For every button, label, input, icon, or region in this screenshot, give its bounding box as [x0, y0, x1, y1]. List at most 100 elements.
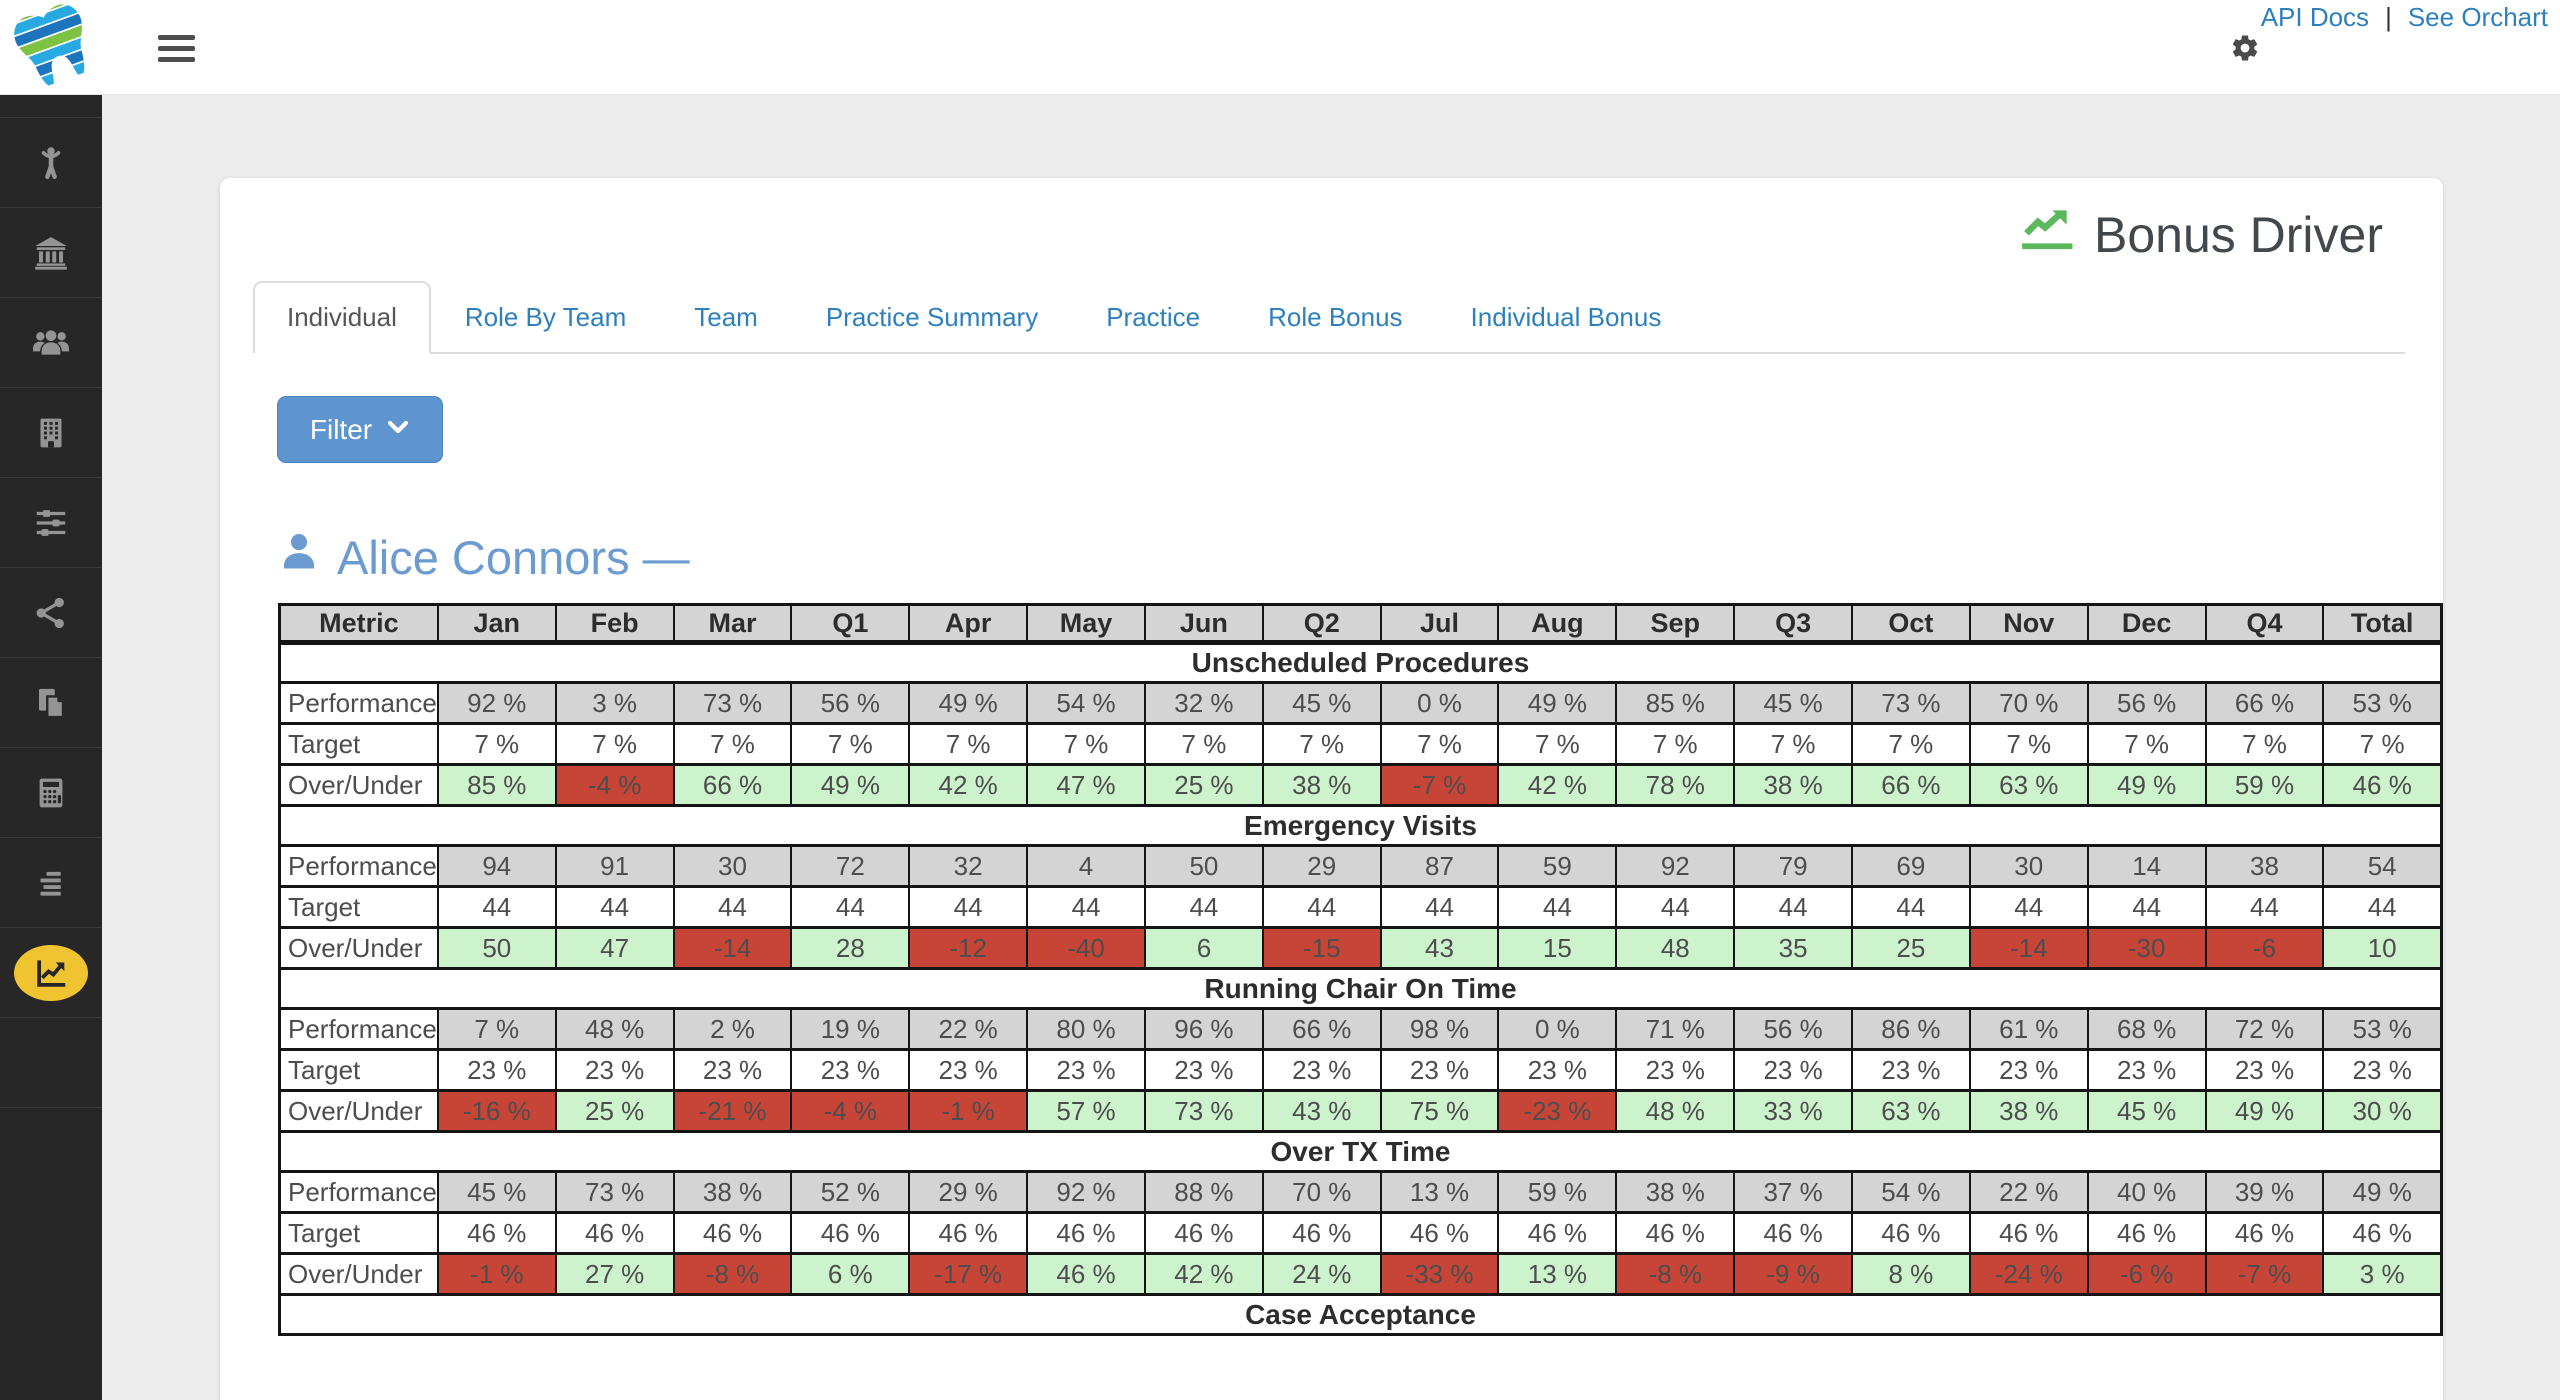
sidebar-item-chart-line[interactable] — [0, 927, 102, 1017]
table-cell: 78 % — [1616, 765, 1734, 806]
table-cell: 59 — [1498, 846, 1616, 887]
table-cell: 73 % — [556, 1172, 674, 1213]
table-cell: 94 — [438, 846, 556, 887]
table-cell: 15 — [1498, 928, 1616, 969]
table-cell: 48 % — [1616, 1091, 1734, 1132]
table-cell: 23 % — [674, 1050, 792, 1091]
section-title: Over TX Time — [280, 1132, 2442, 1172]
table-cell: 44 — [1145, 887, 1263, 928]
tab-individual-bonus[interactable]: Individual Bonus — [1437, 281, 1696, 354]
section-header-row: Emergency Visits — [280, 806, 2442, 846]
column-header: Q2 — [1263, 605, 1381, 643]
table-cell: 44 — [909, 887, 1027, 928]
table-cell: 46 % — [1616, 1213, 1734, 1254]
table-cell: -7 % — [1381, 765, 1499, 806]
table-cell: 46 % — [1852, 1213, 1970, 1254]
table-cell: 46 % — [909, 1213, 1027, 1254]
tab-role-by-team[interactable]: Role By Team — [431, 281, 660, 354]
bank-icon — [14, 225, 88, 281]
tooth-logo-icon[interactable] — [12, 4, 96, 93]
row-label: Over/Under — [280, 928, 438, 969]
tab-team[interactable]: Team — [660, 281, 792, 354]
tab-role-bonus[interactable]: Role Bonus — [1234, 281, 1436, 354]
section-header-row: Unscheduled Procedures — [280, 643, 2442, 683]
table-cell: 30 % — [2323, 1091, 2441, 1132]
table-cell: -15 — [1263, 928, 1381, 969]
table-cell: 2 % — [674, 1009, 792, 1050]
see-orchart-link[interactable]: See Orchart — [2408, 2, 2548, 33]
table-cell: 70 % — [1263, 1172, 1381, 1213]
table-cell: 61 % — [1970, 1009, 2088, 1050]
table-cell: 98 % — [1381, 1009, 1499, 1050]
performance-row: Performance7 %48 %2 %19 %22 %80 %96 %66 … — [280, 1009, 2442, 1050]
table-cell: 23 % — [2088, 1050, 2206, 1091]
table-cell: 35 — [1734, 928, 1852, 969]
column-header: Q1 — [791, 605, 909, 643]
person-heading: Alice Connors — — [277, 530, 690, 585]
tab-practice[interactable]: Practice — [1072, 281, 1234, 354]
table-cell: 86 % — [1852, 1009, 1970, 1050]
section-header-row: Case Acceptance — [280, 1295, 2442, 1335]
table-cell: 7 % — [438, 724, 556, 765]
table-cell: 7 % — [674, 724, 792, 765]
sidebar-item-calculator[interactable] — [0, 747, 102, 837]
chart-line-icon — [14, 945, 88, 1001]
bonus-driver-panel: Bonus Driver IndividualRole By TeamTeamP… — [220, 178, 2443, 1400]
table-cell: 69 — [1852, 846, 1970, 887]
column-header: Jun — [1145, 605, 1263, 643]
tab-practice-summary[interactable]: Practice Summary — [792, 281, 1072, 354]
table-cell: -12 — [909, 928, 1027, 969]
table-cell: 46 % — [1263, 1213, 1381, 1254]
table-cell: 22 % — [1970, 1172, 2088, 1213]
table-cell: 87 — [1381, 846, 1499, 887]
share-icon — [14, 585, 88, 641]
table-cell: -24 % — [1970, 1254, 2088, 1295]
table-cell: 23 % — [791, 1050, 909, 1091]
table-cell: 46 % — [1498, 1213, 1616, 1254]
table-cell: 19 % — [791, 1009, 909, 1050]
table-cell: 70 % — [1970, 683, 2088, 724]
column-header: Jan — [438, 605, 556, 643]
panel-title: Bonus Driver — [2022, 206, 2383, 264]
sidebar — [0, 95, 102, 1400]
table-cell: 66 % — [2206, 683, 2324, 724]
performance-row: Performance92 %3 %73 %56 %49 %54 %32 %45… — [280, 683, 2442, 724]
table-cell: 73 % — [674, 683, 792, 724]
table-cell: 33 % — [1734, 1091, 1852, 1132]
hamburger-menu-icon[interactable] — [158, 35, 196, 68]
sidebar-item-copy[interactable] — [0, 657, 102, 747]
sidebar-item-users[interactable] — [0, 297, 102, 387]
table-cell: 57 % — [1027, 1091, 1145, 1132]
table-cell: 49 % — [2323, 1172, 2441, 1213]
column-header: Sep — [1616, 605, 1734, 643]
gear-icon[interactable] — [2230, 33, 2260, 63]
column-header: Metric — [280, 605, 438, 643]
api-docs-link[interactable]: API Docs — [2261, 2, 2369, 33]
table-cell: 6 — [1145, 928, 1263, 969]
table-cell: 10 — [2323, 928, 2441, 969]
filter-button[interactable]: Filter — [277, 396, 443, 463]
column-header: Total — [2323, 605, 2441, 643]
table-cell: 44 — [2206, 887, 2324, 928]
table-cell: 46 % — [1734, 1213, 1852, 1254]
table-cell: 27 % — [556, 1254, 674, 1295]
table-cell: 46 % — [1970, 1213, 2088, 1254]
table-cell: 46 % — [1027, 1254, 1145, 1295]
table-cell: 44 — [1381, 887, 1499, 928]
sidebar-item-building[interactable] — [0, 387, 102, 477]
table-cell: 85 % — [1616, 683, 1734, 724]
sidebar-item-share[interactable] — [0, 567, 102, 657]
sidebar-item-sliders[interactable] — [0, 477, 102, 567]
table-cell: 52 % — [791, 1172, 909, 1213]
table-cell: 66 % — [1263, 1009, 1381, 1050]
sidebar-item-child[interactable] — [0, 117, 102, 207]
tabs: IndividualRole By TeamTeamPractice Summa… — [253, 281, 2405, 354]
table-cell: 46 % — [2206, 1213, 2324, 1254]
tab-individual[interactable]: Individual — [253, 281, 431, 354]
sidebar-item-list[interactable] — [0, 837, 102, 927]
table-cell: 56 % — [1734, 1009, 1852, 1050]
table-cell: 43 % — [1263, 1091, 1381, 1132]
sidebar-item-bank[interactable] — [0, 207, 102, 297]
over-under-row: Over/Under85 %-4 %66 %49 %42 %47 %25 %38… — [280, 765, 2442, 806]
table-cell: -16 % — [438, 1091, 556, 1132]
